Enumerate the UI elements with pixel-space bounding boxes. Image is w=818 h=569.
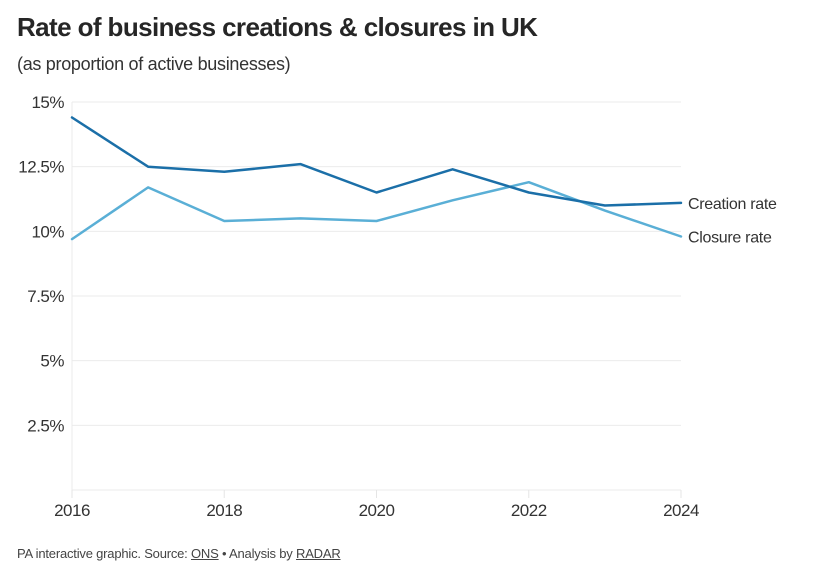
series-line-closure-rate [70,180,683,241]
y-axis-ticks: 15% 12.5% 10% 7.5% 5% 2.5% [18,93,65,435]
line-chart: 15%12.5%10%7.5%5%2.5% 2016 2018 2020 2022 20… [18,93,777,520]
series-label: Closure rate [688,230,772,247]
y-tick-label: 12.5% [18,158,64,177]
series-lines [70,116,683,241]
footer-credit: PA interactive graphic. Source: ONS • An… [17,546,341,561]
y-tick-label: 2.5% [27,416,64,435]
x-tick-label: 2024 [663,501,699,520]
y-tick-label: 7.5% [27,287,64,306]
series-labels: Creation rate Closure rate [688,196,777,247]
x-tick-label: 2018 [206,501,242,520]
x-axis-ticks: 2016 2018 2020 2022 2024 [54,490,699,520]
source-link[interactable]: ONS [191,546,219,561]
x-tick-label: 2022 [511,501,547,520]
y-tick-label: 10% [31,222,64,241]
analysis-link[interactable]: RADAR [296,546,341,561]
series-line-creation-rate [70,116,683,207]
y-tick-label: 15% [31,93,64,112]
chart-subtitle: (as proportion of active businesses) [17,54,291,74]
footer-middle: • Analysis by [218,546,297,561]
chart-title: Rate of business creations & closures in… [17,12,538,42]
x-tick-label: 2020 [359,501,395,520]
gridlines [71,101,681,498]
y-tick-label: 5% [40,352,64,371]
footer-prefix: PA interactive graphic. Source: [17,546,192,561]
x-tick-label: 2016 [54,501,90,520]
series-label: Creation rate [688,196,777,213]
